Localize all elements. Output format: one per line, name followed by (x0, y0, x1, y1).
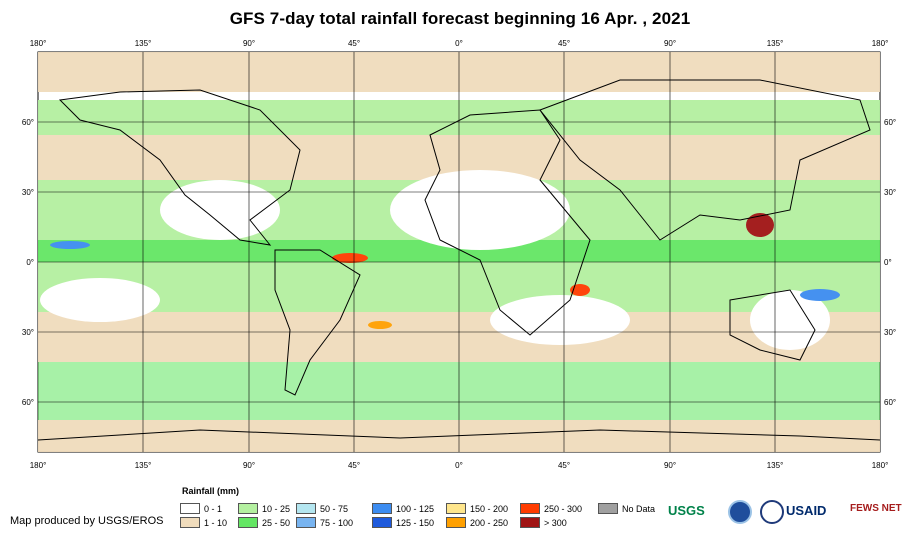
lat-label: 30° (22, 188, 34, 197)
legend-swatch (296, 517, 316, 528)
lon-label: 0° (455, 39, 463, 48)
legend-swatch (372, 503, 392, 514)
legend-item: 25 - 50 (238, 517, 290, 528)
legend-swatch (238, 517, 258, 528)
lat-label: 0° (884, 258, 892, 267)
antarctica-outline (37, 429, 881, 441)
noaa-logo (728, 500, 752, 524)
legend-label: 150 - 200 (470, 503, 509, 514)
lon-label: 90° (243, 461, 255, 470)
lon-labels-bottom: 180° 135° 90° 45° 0° 45° 90° 135° 180° (30, 461, 889, 470)
legend-swatch (446, 503, 466, 514)
lat-label: 30° (884, 188, 896, 197)
lon-label: 90° (243, 39, 255, 48)
legend-label: 25 - 50 (262, 517, 291, 528)
legend-label: 100 - 125 (396, 503, 435, 514)
lon-label: 180° (872, 461, 889, 470)
legend-swatch (520, 503, 540, 514)
legend-item: > 300 (520, 517, 567, 528)
south-america-outline (274, 249, 361, 396)
legend-item: 1 - 10 (180, 517, 227, 528)
lon-label: 135° (135, 39, 152, 48)
legend-swatch (446, 517, 466, 528)
legend-swatch (238, 503, 258, 514)
lon-label: 180° (872, 39, 889, 48)
legend-label: 250 - 300 (544, 503, 583, 514)
legend-label: 1 - 10 (204, 517, 228, 528)
legend-item: No Data (598, 503, 655, 514)
legend-item: 200 - 250 (446, 517, 508, 528)
lat-label: 60° (884, 398, 896, 407)
lon-label: 135° (135, 461, 152, 470)
lat-label: 0° (26, 258, 34, 267)
lat-label: 30° (884, 328, 896, 337)
coastlines (37, 79, 881, 441)
north-america-outline (58, 89, 301, 246)
legend-label: 200 - 250 (470, 517, 509, 528)
legend-item: 50 - 75 (296, 503, 348, 514)
lat-label: 60° (22, 118, 34, 127)
asia-outline (539, 79, 871, 241)
europe-africa-outline (424, 109, 591, 336)
map-title: GFS 7-day total rainfall forecast beginn… (229, 9, 691, 28)
lon-label: 135° (767, 39, 784, 48)
australia-outline (729, 289, 816, 361)
legend-label: 50 - 75 (320, 503, 349, 514)
lon-label: 45° (558, 39, 570, 48)
lon-label: 45° (348, 461, 360, 470)
legend-item: 75 - 100 (296, 517, 353, 528)
lon-label: 180° (30, 39, 47, 48)
legend-item: 100 - 125 (372, 503, 434, 514)
lat-label: 60° (22, 398, 34, 407)
legend-swatch (372, 517, 392, 528)
lon-label: 90° (664, 461, 676, 470)
legend-label: > 300 (544, 517, 567, 528)
graticule (38, 52, 880, 452)
lon-label: 90° (664, 39, 676, 48)
lon-label: 180° (30, 461, 47, 470)
legend-swatch (520, 517, 540, 528)
legend-label: No Data (622, 503, 656, 514)
credit-text: Map produced by USGS/EROS (10, 515, 164, 527)
usaid-logo: USAID (786, 503, 827, 518)
legend-swatch (180, 517, 200, 528)
legend-label: 10 - 25 (262, 503, 291, 514)
lat-label: 30° (22, 328, 34, 337)
legend-item: 10 - 25 (238, 503, 290, 514)
legend-label: 75 - 100 (320, 517, 354, 528)
lat-labels-left: 60° 30° 0° 30° 60° (22, 118, 34, 407)
legend-swatch (180, 503, 200, 514)
lat-label: 60° (884, 118, 896, 127)
legend-item: 150 - 200 (446, 503, 508, 514)
legend-item: 250 - 300 (520, 503, 582, 514)
legend-item: 125 - 150 (372, 517, 434, 528)
legend-label: 125 - 150 (396, 517, 435, 528)
lon-label: 135° (767, 461, 784, 470)
legend-title: Rainfall (mm) (182, 486, 240, 496)
lon-label: 0° (455, 461, 463, 470)
dhs-seal (760, 500, 784, 524)
legend-swatch (598, 503, 618, 514)
legend-item: 0 - 1 (180, 503, 222, 514)
lon-label: 45° (348, 39, 360, 48)
legend-label: 0 - 1 (204, 503, 223, 514)
usgs-logo: USGS (668, 503, 705, 518)
lon-label: 45° (558, 461, 570, 470)
fews-net-logo: FEWS NET (850, 503, 902, 514)
lat-labels-right: 60° 30° 0° 30° 60° (884, 118, 896, 407)
legend-swatch (296, 503, 316, 514)
lon-labels-top: 180° 135° 90° 45° 0° 45° 90° 135° 180° (30, 39, 889, 48)
